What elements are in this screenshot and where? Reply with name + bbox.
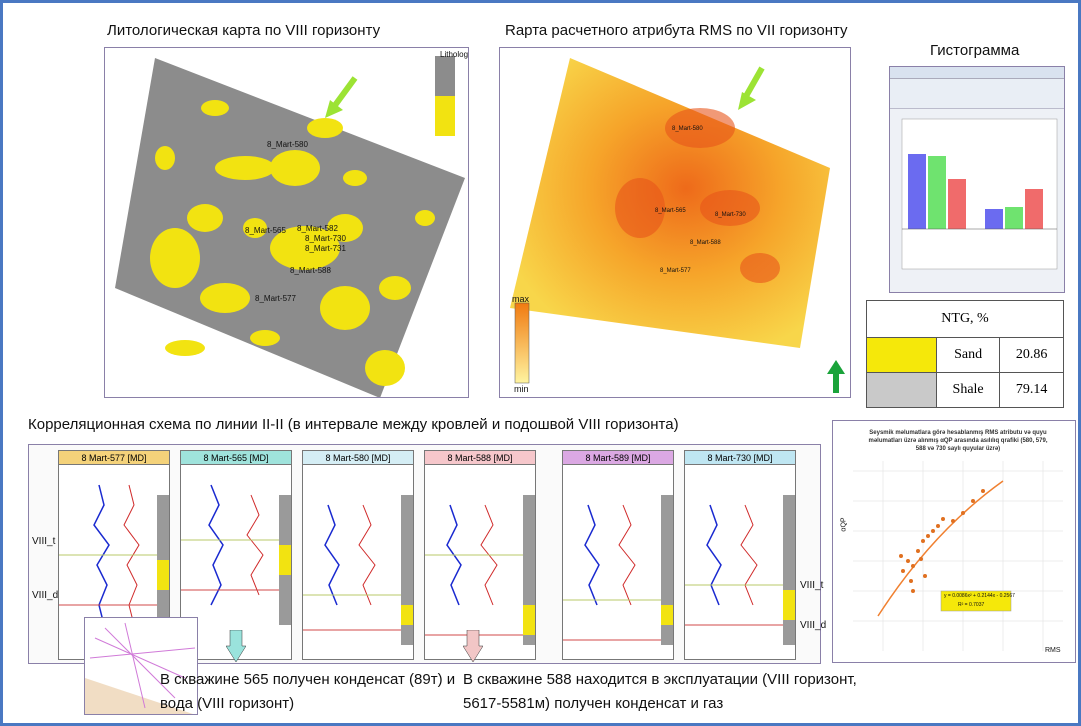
well-track-565: 8 Mart-565 [MD]: [180, 450, 292, 660]
horizon-bottom-label: VIII_d: [32, 590, 59, 601]
correlation-title: Корреляционная схема по линии II-II (в и…: [28, 416, 679, 433]
histogram-title: Гистограмма: [930, 42, 1020, 59]
scatter-panel: Seysmik məlumatlara görə hesablanmış RMS…: [832, 420, 1076, 663]
histogram-window: [889, 66, 1065, 293]
well-label-580: 8_Mart-580: [267, 140, 308, 149]
rms-map-title: Rарта расчетного атрибута RMS по VII гор…: [505, 22, 848, 39]
shale-value: 79.14: [999, 372, 1064, 408]
well-label-588: 8_Mart-588: [290, 266, 331, 275]
rms-well-588: 8_Mart-588: [690, 240, 721, 246]
histogram-window-toolbar: [890, 79, 1064, 109]
well-header-565: 8 Mart-565 [MD]: [181, 451, 291, 465]
well-label-565: 8_Mart-565: [245, 226, 286, 235]
well-header-730: 8 Mart-730 [MD]: [685, 451, 795, 465]
colorbar-min: min: [514, 384, 529, 394]
well-label-582: 8_Mart-582: [297, 224, 338, 233]
arrow-down-588-icon: [463, 630, 483, 662]
histogram-window-titlebar: [890, 67, 1064, 79]
scatter-r2: R² = 0.7037: [958, 602, 985, 608]
sand-label: Sand: [935, 337, 1001, 373]
well-track-588: 8 Mart-588 [MD]: [424, 450, 536, 660]
rms-well-580: 8_Mart-580: [672, 126, 703, 132]
well-header-580: 8 Mart-580 [MD]: [303, 451, 413, 465]
horizon-top-label: VIII_t: [32, 536, 56, 547]
rms-well-577: 8_Mart-577: [660, 268, 691, 274]
ntg-table: NTG, % Sand 20.86 Shale 79.14: [866, 300, 1064, 408]
rms-well-730: 8_Mart-730: [715, 212, 746, 218]
rms-map-panel: max min 8_Mart-580 8_Mart-565 8_Mart-730…: [499, 47, 851, 398]
sand-value: 20.86: [999, 337, 1064, 373]
ntg-row-sand: Sand 20.86: [866, 337, 1064, 373]
scatter-chart: [853, 461, 1063, 651]
scatter-title: Seysmik məlumatlara görə hesablanmış RMS…: [868, 430, 1048, 452]
location-inset: [84, 617, 198, 715]
rms-map: [510, 58, 845, 393]
histogram-chart: [901, 118, 1058, 270]
lithology-map: [115, 56, 465, 397]
well-track-730: 8 Mart-730 [MD]: [684, 450, 796, 660]
arrow-down-565-icon: [226, 630, 246, 662]
caption-588: В скважине 588 находится в эксплуатации …: [463, 671, 857, 712]
well-header-589: 8 Mart-589 [MD]: [563, 451, 673, 465]
shale-label: Shale: [935, 372, 1001, 408]
rms-well-565: 8_Mart-565: [655, 208, 686, 214]
well-label-731: 8_Mart-731: [305, 244, 346, 253]
scatter-ylabel: αQP: [840, 517, 848, 532]
ntg-header: NTG, %: [866, 300, 1064, 338]
well-label-577: 8_Mart-577: [255, 294, 296, 303]
scatter-xlabel: RMS: [1045, 647, 1061, 654]
caption-565: В скважине 565 получен конденсат (89т) и…: [160, 671, 456, 712]
horizon-bottom-label-right: VIII_d: [800, 620, 827, 631]
colorbar-max: max: [512, 294, 530, 304]
horizon-top-label-right: VIII_t: [800, 580, 824, 591]
shale-swatch: [866, 372, 937, 408]
lith-map-title: Литологическая карта по VIII горизонту: [107, 22, 381, 39]
sand-swatch: [866, 337, 937, 373]
well-label-730: 8_Mart-730: [305, 234, 346, 243]
scatter-equation: y = 0.0086x² + 0.2144x - 0.2567: [944, 593, 1015, 599]
well-header-577: 8 Mart-577 [MD]: [59, 451, 169, 465]
well-track-580: 8 Mart-580 [MD]: [302, 450, 414, 660]
well-track-589: 8 Mart-589 [MD]: [562, 450, 674, 660]
lithology-map-panel: Lithology 8_Mart-580 8_Mart-565 8_Mart-5…: [104, 47, 469, 398]
lith-legend-title: Lithology: [440, 50, 469, 59]
well-header-588: 8 Mart-588 [MD]: [425, 451, 535, 465]
ntg-row-shale: Shale 79.14: [866, 372, 1064, 408]
